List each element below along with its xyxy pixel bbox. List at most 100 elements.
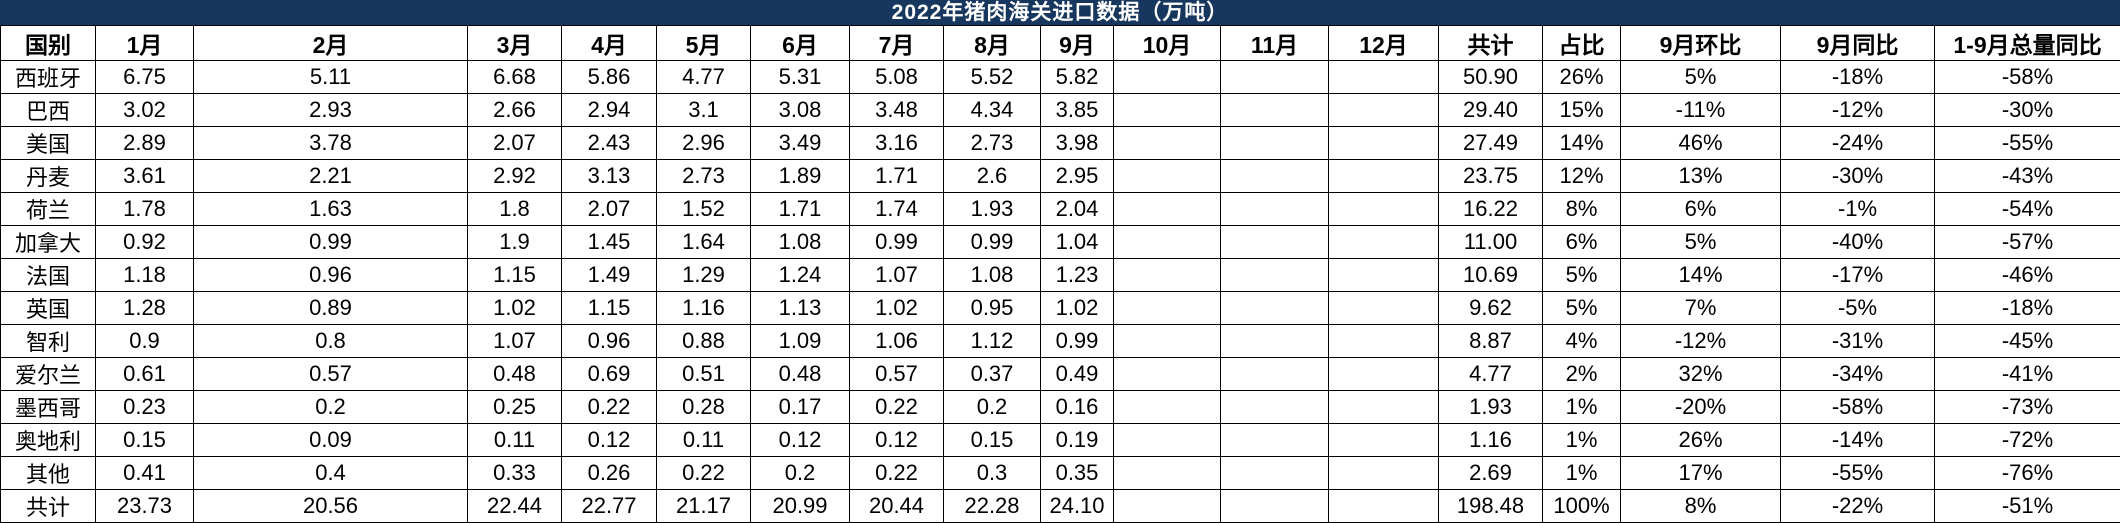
value-cell: 1.18 [96, 259, 194, 292]
value-cell: 1.45 [562, 226, 657, 259]
value-cell: 1.15 [562, 292, 657, 325]
value-cell [1221, 325, 1329, 358]
value-cell: 0.99 [944, 226, 1041, 259]
value-cell: 7% [1621, 292, 1781, 325]
value-cell [1221, 259, 1329, 292]
value-cell: -43% [1935, 160, 2120, 193]
value-cell [1329, 127, 1439, 160]
value-cell: -11% [1621, 94, 1781, 127]
value-cell: 1.71 [751, 193, 850, 226]
value-cell: 4.34 [944, 94, 1041, 127]
column-header: 4月 [562, 26, 657, 61]
value-cell: 8.87 [1439, 325, 1543, 358]
value-cell: 5% [1543, 292, 1621, 325]
value-cell: -45% [1935, 325, 2120, 358]
value-cell: -46% [1935, 259, 2120, 292]
value-cell: 0.22 [850, 391, 944, 424]
value-cell: -76% [1935, 457, 2120, 490]
value-cell: 1.52 [657, 193, 751, 226]
value-cell [1114, 490, 1221, 523]
value-cell [1329, 457, 1439, 490]
value-cell: 0.96 [562, 325, 657, 358]
value-cell: 0.12 [562, 424, 657, 457]
value-cell: 6.75 [96, 61, 194, 94]
value-cell: 3.08 [751, 94, 850, 127]
value-cell: -1% [1781, 193, 1935, 226]
value-cell: 5.82 [1041, 61, 1114, 94]
value-cell: -17% [1781, 259, 1935, 292]
value-cell: 0.95 [944, 292, 1041, 325]
value-cell: 0.15 [944, 424, 1041, 457]
value-cell: -30% [1935, 94, 2120, 127]
country-cell: 美国 [1, 127, 96, 160]
value-cell [1329, 94, 1439, 127]
value-cell: 1.23 [1041, 259, 1114, 292]
value-cell: 1.8 [468, 193, 562, 226]
value-cell: -55% [1935, 127, 2120, 160]
value-cell: 1.04 [1041, 226, 1114, 259]
value-cell: 198.48 [1439, 490, 1543, 523]
value-cell: 1% [1543, 457, 1621, 490]
value-cell: 4.77 [1439, 358, 1543, 391]
value-cell [1221, 226, 1329, 259]
value-cell [1221, 490, 1329, 523]
value-cell: 20.99 [751, 490, 850, 523]
value-cell: 14% [1543, 127, 1621, 160]
value-cell: 0.2 [944, 391, 1041, 424]
value-cell: 0.89 [194, 292, 468, 325]
value-cell: 20.44 [850, 490, 944, 523]
value-cell: 0.22 [850, 457, 944, 490]
value-cell: -58% [1781, 391, 1935, 424]
value-cell [1329, 160, 1439, 193]
value-cell: 0.69 [562, 358, 657, 391]
value-cell: 1.02 [850, 292, 944, 325]
country-cell: 西班牙 [1, 61, 96, 94]
value-cell: 0.92 [96, 226, 194, 259]
value-cell: 22.28 [944, 490, 1041, 523]
value-cell: -18% [1781, 61, 1935, 94]
country-cell: 智利 [1, 325, 96, 358]
value-cell: 1.02 [468, 292, 562, 325]
column-header: 9月同比 [1781, 26, 1935, 61]
value-cell: 1.08 [751, 226, 850, 259]
value-cell [1329, 391, 1439, 424]
value-cell: 0.35 [1041, 457, 1114, 490]
value-cell [1329, 226, 1439, 259]
value-cell [1114, 61, 1221, 94]
value-cell: -55% [1781, 457, 1935, 490]
value-cell: 1.16 [657, 292, 751, 325]
column-header: 5月 [657, 26, 751, 61]
column-header: 2月 [194, 26, 468, 61]
value-cell: -34% [1781, 358, 1935, 391]
value-cell: 8% [1543, 193, 1621, 226]
value-cell: 0.09 [194, 424, 468, 457]
country-cell: 法国 [1, 259, 96, 292]
value-cell: 0.99 [194, 226, 468, 259]
value-cell: 2.73 [657, 160, 751, 193]
value-cell: 1.07 [850, 259, 944, 292]
value-cell: 0.22 [657, 457, 751, 490]
value-cell [1114, 226, 1221, 259]
value-cell: -20% [1621, 391, 1781, 424]
value-cell [1329, 424, 1439, 457]
value-cell: 2.92 [468, 160, 562, 193]
value-cell: 2.6 [944, 160, 1041, 193]
value-cell: 1.63 [194, 193, 468, 226]
value-cell: 0.19 [1041, 424, 1114, 457]
value-cell: -41% [1935, 358, 2120, 391]
value-cell [1114, 391, 1221, 424]
value-cell [1221, 424, 1329, 457]
value-cell: 1.09 [751, 325, 850, 358]
value-cell: 2.21 [194, 160, 468, 193]
value-cell: 17% [1621, 457, 1781, 490]
value-cell: 23.75 [1439, 160, 1543, 193]
value-cell: 1.12 [944, 325, 1041, 358]
value-cell: 4% [1543, 325, 1621, 358]
column-header: 7月 [850, 26, 944, 61]
